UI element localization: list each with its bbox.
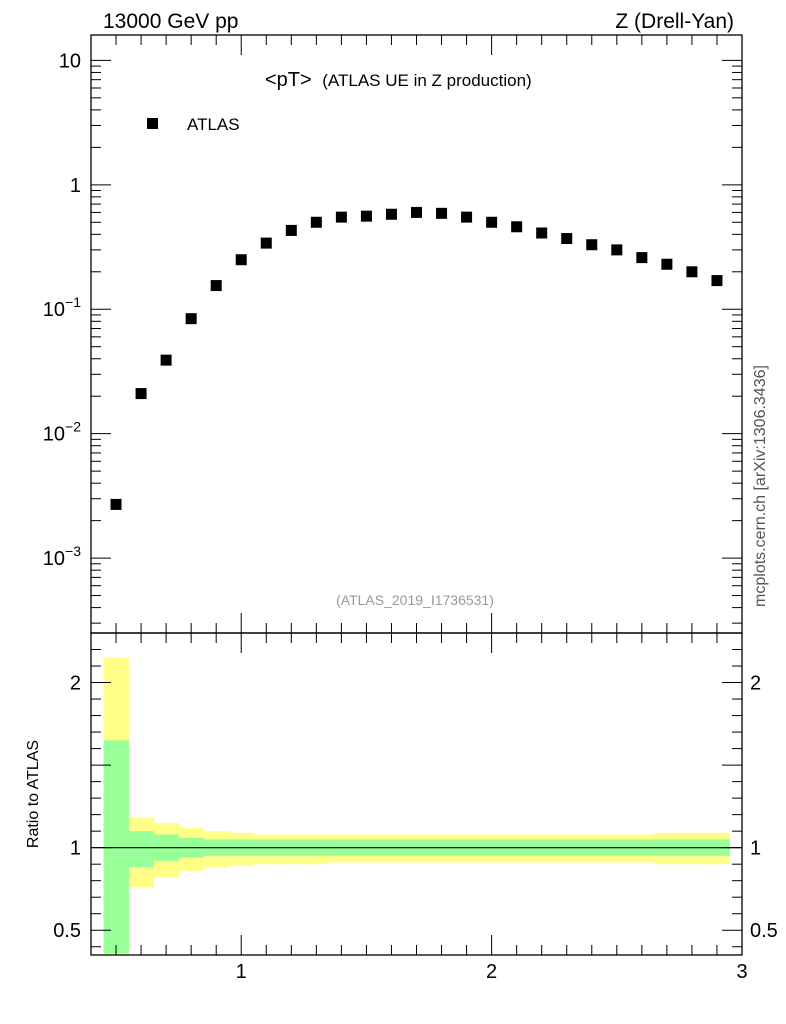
data-point <box>360 210 372 222</box>
legend-marker <box>147 118 158 129</box>
ratio-frame <box>90 632 743 956</box>
ratio-panel: 2 2 1 1 0.5 0.5 1 2 3 Ratio to ATLAS <box>25 632 778 983</box>
ratio-y-tick-label-right: 2 <box>750 673 761 695</box>
data-point <box>711 275 723 287</box>
data-point <box>235 254 247 266</box>
main-y-tick-label: 10−2 <box>43 419 81 446</box>
main-y-tick-label: 10 <box>59 50 81 72</box>
data-point <box>461 211 473 223</box>
data-point <box>135 388 147 400</box>
data-point <box>586 239 598 251</box>
main-title-main: <pT> <box>265 69 312 91</box>
header-right: Z (Drell-Yan) <box>615 10 734 33</box>
ratio-y-tick-label-left: 1 <box>70 838 81 860</box>
ratio-y-tick-label-right: 1 <box>750 838 761 860</box>
data-point <box>536 227 548 239</box>
data-point <box>210 280 222 292</box>
data-point <box>260 237 272 249</box>
data-point <box>335 211 347 223</box>
main-y-tick-label: 10−3 <box>43 543 81 570</box>
side-label: mcplots.cern.ch [arXiv:1306.3436] <box>752 365 769 607</box>
main-y-tick-label: 1 <box>70 175 81 197</box>
main-title-rest: (ATLAS UE in Z production) <box>322 71 531 90</box>
main-data-points <box>110 206 723 510</box>
ratio-band-bin <box>128 831 154 868</box>
main-y-tick-base: 10 <box>43 548 65 570</box>
data-point <box>486 216 498 228</box>
data-point <box>561 233 573 245</box>
main-y-tick-label: 10−1 <box>43 294 81 321</box>
data-point <box>411 206 422 218</box>
main-y-tick-base: 10 <box>43 424 65 446</box>
legend-label: ATLAS <box>187 115 240 134</box>
watermark: (ATLAS_2019_I1736531) <box>336 592 494 608</box>
main-y-tick-exp: −1 <box>65 294 81 310</box>
data-point <box>110 498 122 510</box>
data-point <box>661 258 673 270</box>
ratio-y-tick-label-left: 2 <box>70 673 81 695</box>
data-point <box>636 252 648 264</box>
data-point <box>611 244 623 256</box>
data-point <box>385 208 397 220</box>
data-point <box>185 313 197 325</box>
data-point <box>511 221 523 233</box>
ratio-y-tick-label-right: 0.5 <box>750 920 778 942</box>
ratio-band-bin <box>103 740 129 954</box>
ratio-y-tick-label-left: 0.5 <box>53 920 81 942</box>
main-y-tick-base: 1 <box>70 175 81 197</box>
ratio-ticks: 2 2 1 1 0.5 0.5 1 2 3 <box>53 633 778 983</box>
data-point <box>310 216 322 228</box>
ratio-x-tick-label: 1 <box>236 961 247 983</box>
main-y-tick-base: 10 <box>59 50 81 72</box>
data-point <box>436 207 448 219</box>
main-y-tick-exp: −3 <box>65 543 81 559</box>
ratio-x-tick-label: 2 <box>486 961 497 983</box>
data-point <box>686 266 698 278</box>
data-point <box>160 354 172 366</box>
data-point <box>285 224 297 236</box>
ratio-ylabel: Ratio to ATLAS <box>25 740 42 848</box>
ratio-bands <box>103 657 730 955</box>
main-title: <pT> (ATLAS UE in Z production) <box>265 69 532 91</box>
main-y-tick-exp: −2 <box>65 419 81 435</box>
ratio-x-tick-label: 3 <box>736 961 747 983</box>
header-left: 13000 GeV pp <box>103 10 238 33</box>
main-y-tick-base: 10 <box>43 299 65 321</box>
